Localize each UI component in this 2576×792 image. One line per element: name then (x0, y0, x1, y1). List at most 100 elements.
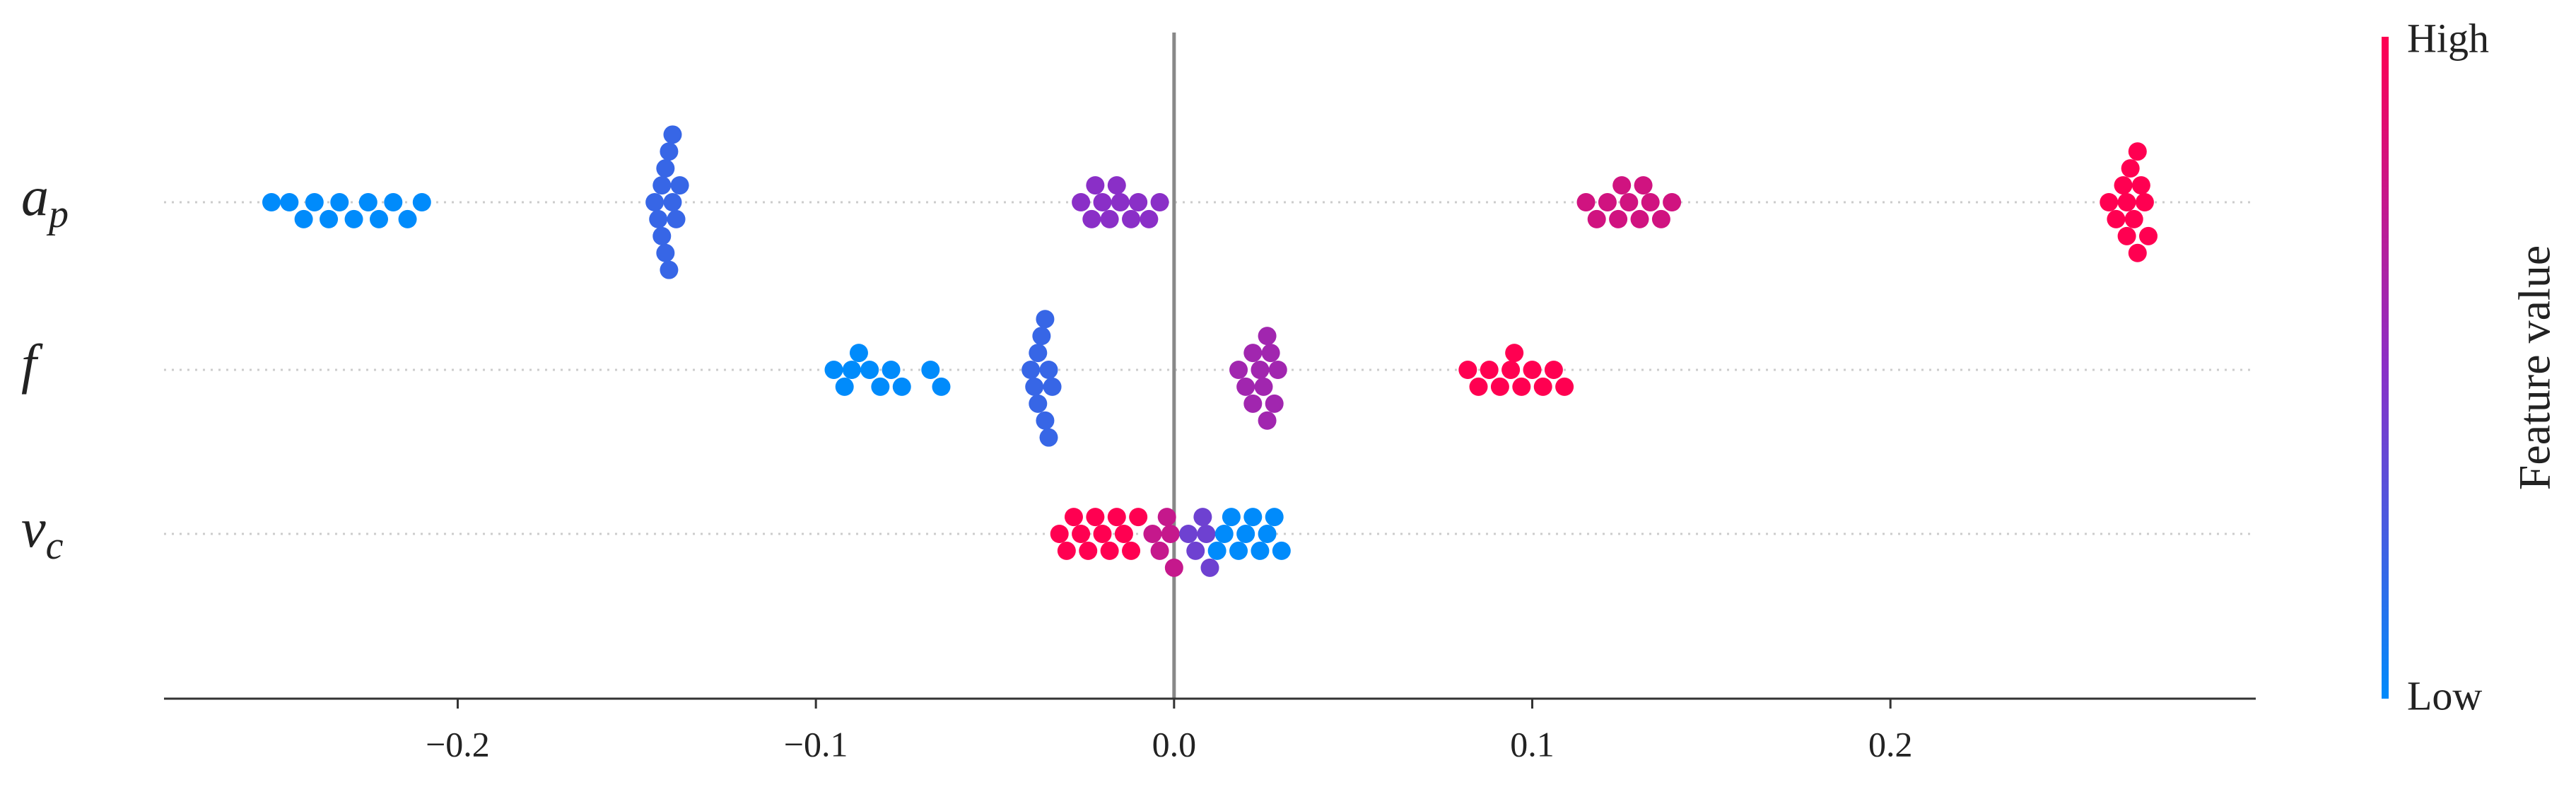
point (370, 209, 389, 228)
point (1079, 541, 1098, 560)
point (1186, 541, 1205, 560)
category-label: ap (21, 165, 69, 236)
point (2124, 209, 2143, 228)
point (1268, 361, 1287, 379)
category-label: f (21, 333, 43, 395)
point (2128, 142, 2147, 161)
point (280, 193, 299, 211)
category-symbol: v (21, 497, 46, 559)
point (1251, 361, 1270, 379)
point (1265, 394, 1284, 413)
point (1258, 411, 1277, 430)
point (1523, 361, 1542, 379)
x-tick-label: −0.2 (426, 724, 490, 764)
point (660, 142, 679, 161)
point (1072, 193, 1091, 211)
point (2100, 193, 2119, 211)
point (1093, 525, 1112, 543)
point (1086, 508, 1105, 527)
point (1243, 508, 1263, 527)
point (1039, 428, 1058, 447)
point (1072, 525, 1091, 543)
colorbar-label: Feature value (2510, 245, 2560, 491)
point (892, 377, 911, 396)
point (871, 377, 890, 396)
point (1634, 176, 1653, 195)
point (1129, 193, 1148, 211)
point (1258, 525, 1277, 543)
point (2117, 226, 2136, 245)
point (1587, 209, 1606, 228)
point (1122, 209, 1141, 228)
point (656, 243, 675, 262)
point (2138, 226, 2158, 245)
point (1598, 193, 1617, 211)
point (663, 125, 682, 144)
point (1609, 209, 1628, 228)
point (1229, 361, 1248, 379)
point (1114, 525, 1133, 543)
point (1111, 193, 1130, 211)
point (305, 193, 324, 211)
point (1490, 377, 1509, 396)
point (384, 193, 403, 211)
point (649, 209, 668, 228)
point (849, 344, 868, 363)
point (1140, 209, 1159, 228)
point (645, 193, 665, 211)
point (320, 209, 339, 228)
point (1093, 193, 1112, 211)
point (1029, 394, 1048, 413)
point (1630, 209, 1649, 228)
point (1161, 525, 1180, 543)
point (262, 193, 281, 211)
point (1193, 508, 1212, 527)
point (1458, 361, 1477, 379)
point (663, 193, 682, 211)
x-tick-label: −0.1 (784, 724, 848, 764)
point (1021, 361, 1041, 379)
point (1512, 377, 1531, 396)
point (1107, 508, 1126, 527)
category-subscript: p (46, 192, 69, 236)
category-symbol: a (21, 165, 49, 227)
point (1207, 541, 1226, 560)
point (660, 260, 679, 279)
point (2117, 193, 2136, 211)
point (1544, 361, 1563, 379)
x-tick-label: 0.2 (1868, 724, 1913, 764)
point (1469, 377, 1488, 396)
colorbar-high: High (2407, 15, 2489, 61)
point (2135, 193, 2154, 211)
point (1200, 558, 1219, 577)
point (1620, 193, 1639, 211)
point (860, 361, 879, 379)
point (1100, 209, 1119, 228)
category-symbol: f (21, 333, 43, 395)
point (1107, 176, 1126, 195)
point (1612, 176, 1632, 195)
colorbar (2382, 37, 2389, 699)
point (2128, 243, 2147, 262)
point (1229, 541, 1248, 560)
point (1129, 508, 1148, 527)
point (1222, 508, 1241, 527)
point (1064, 508, 1083, 527)
point (1651, 209, 1670, 228)
point (1258, 327, 1277, 346)
point (1236, 377, 1255, 396)
point (921, 361, 940, 379)
point (1122, 541, 1141, 560)
point (330, 193, 349, 211)
x-tick-label: 0.0 (1152, 724, 1197, 764)
point (1143, 525, 1162, 543)
point (1641, 193, 1660, 211)
point (1043, 377, 1062, 396)
point (1025, 377, 1044, 396)
point (1179, 525, 1198, 543)
point (1100, 541, 1119, 560)
point (1086, 176, 1105, 195)
point (1480, 361, 1499, 379)
point (656, 159, 675, 178)
